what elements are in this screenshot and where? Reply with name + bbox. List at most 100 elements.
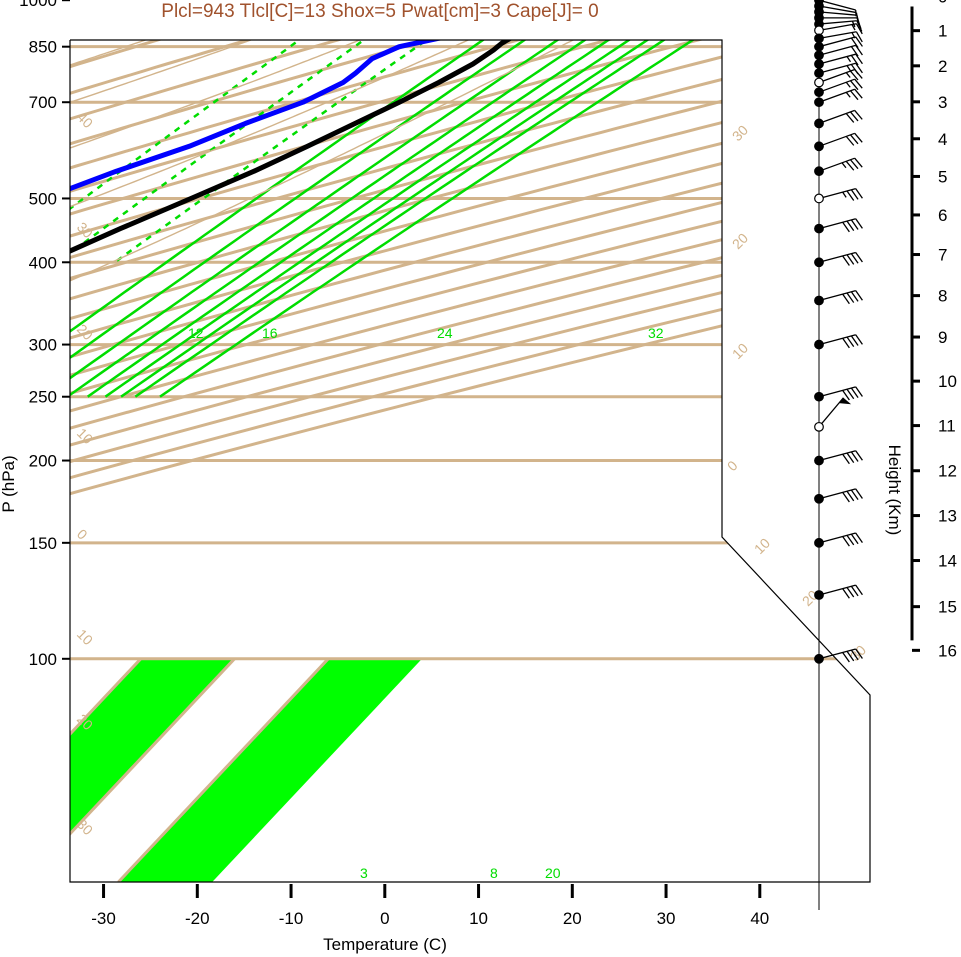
moist-adiabat-line [70,40,586,462]
wind-barb-staff [818,488,856,500]
wind-level-dot [814,33,824,44]
wind-barb-staff [818,584,856,596]
wind-level-dot [814,77,824,88]
wind-barb-staff [818,187,856,200]
mixing-ratio-line [104,40,712,398]
wind-barb-flag [850,189,859,200]
wind-barb-flag [842,588,850,599]
wind-barb-flag [846,254,855,265]
mixing-ratio-label: 20 [545,865,561,881]
wind-barb-flag [850,451,859,462]
isotherm-line [70,657,142,882]
wind-barb-flag [846,534,855,546]
plot-border [69,39,871,883]
wind-level-dot [814,421,824,432]
wind-barb-flag [855,584,863,596]
wind-barb-flag [842,293,850,305]
dry-adiabat-line [70,40,815,661]
wind-barb-half [845,72,851,78]
isotherm-label: 10 [729,340,751,362]
wind-barb [818,488,863,503]
isotherm-line [0,659,47,882]
dry-adiabat-line [70,40,870,661]
wind-level-dot [814,339,824,350]
wind-barb-staff [818,0,856,11]
height-axis-tick-label: 3 [938,93,947,112]
isotherm-label: 30 [74,219,96,241]
wind-barb-staff [818,386,856,398]
moist-adiabat-line [70,40,492,462]
mixing-ratio-label: 3 [360,865,368,881]
wind-barb-flag [855,252,863,263]
dry-adiabat-line [70,40,720,661]
y-axis-tick-label: 300 [29,336,57,355]
wind-barb-flag [855,188,863,199]
wind-barb-flag [855,386,863,397]
height-axis-tick-label: 6 [938,206,947,225]
dry-adiabat-line [70,40,870,661]
wind-barb-flag [842,221,850,233]
wind-barb-flag [855,23,863,35]
wind-barb-flag [846,336,855,348]
isotherm-band [118,658,423,882]
wind-barb [818,187,863,201]
isotherm-band [0,659,47,882]
wind-barb-staff [818,532,856,544]
y-axis-tick-label: 200 [29,452,57,471]
isotherm-line [70,657,236,882]
wind-barb-flag [842,536,850,547]
wind-barb-flag [846,220,855,232]
height-axis-tick-label: 7 [938,246,947,265]
wind-barb-flag [849,159,859,170]
wind-level-dot [814,455,824,466]
dry-adiabat-line [70,40,870,661]
wind-barb-pennant [838,397,852,405]
wind-barb-staff [818,251,856,263]
wind-barb-flag [842,337,850,349]
mixing-ratio-line [70,40,667,398]
wind-level-dot [814,87,824,98]
x-axis-tick-label: 10 [469,909,488,928]
height-axis-label: Height (Km) [885,445,904,536]
isotherm-label: 0 [724,457,741,474]
isotherm-label: 0 [74,526,91,543]
dry-adiabat-line [70,40,870,661]
wind-barb-flag [850,533,859,545]
wind-barb-half [845,81,851,88]
wind-barb-staff [818,157,855,172]
wind-barb-flag [855,53,863,65]
wind-barb-staff [818,53,856,65]
mixing-ratio-line [70,40,639,398]
wind-barb-staff [818,62,856,74]
wind-barb-flag [849,90,859,101]
y-axis-tick-label: 1000 [19,0,57,10]
wind-barb-staff [818,78,855,93]
wind-barb-staff [818,109,855,125]
wind-level-dot [814,41,824,52]
wind-level-dot [814,59,824,69]
wind-barb-staff [818,11,857,16]
height-axis-tick-label: 13 [938,507,957,526]
wind-barb-flag [842,453,850,465]
y-axis-tick-label: 100 [29,650,57,669]
wind-barb-flag [855,31,863,43]
wind-barb-flag [845,160,855,171]
wind-barb [818,532,863,547]
height-axis-tick-label: 2 [938,57,947,76]
mixing-ratio-line [70,40,605,398]
wind-barb-flag [854,69,863,79]
wind-barb-flag [854,110,863,120]
x-axis-tick-label: -10 [279,909,304,928]
wind-barb-flag [855,450,863,461]
wind-barb-flag [846,587,855,598]
dry-adiabat-line [70,40,870,661]
wind-barb-flag [850,54,859,66]
chart-title: Plcl=943 Tlcl[C]=13 Shox=5 Pwat[cm]=3 Ca… [161,1,598,22]
dry-adiabat-line [70,40,870,661]
mixing-ratio-label: 24 [437,325,453,341]
wind-barb [818,648,863,663]
wind-barb-flag [846,388,855,400]
wind-barb-flag [854,132,863,143]
